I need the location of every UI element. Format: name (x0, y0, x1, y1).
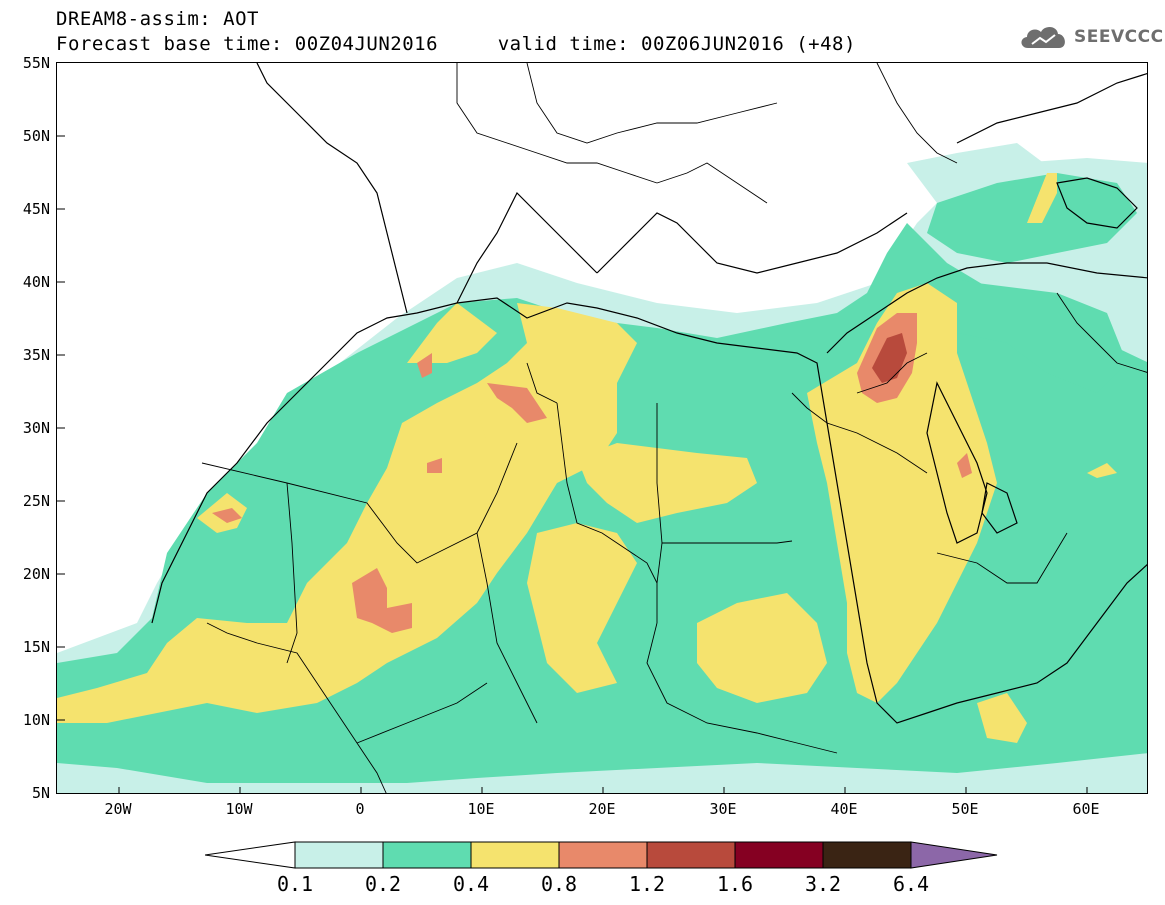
legend-swatch (294, 841, 384, 869)
aot-field (57, 63, 1147, 793)
logo-text: SEEVCCC (1074, 27, 1164, 47)
lat-label: 30N (22, 419, 50, 437)
coastlines (151, 63, 1147, 724)
lat-label: 45N (22, 200, 50, 218)
legend-label: 0.2 (364, 872, 402, 896)
legend-swatch (382, 841, 472, 869)
aot-band-0.4 (57, 173, 1117, 743)
lat-label: 10N (22, 711, 50, 729)
graticule-ticks (57, 135, 1088, 793)
seevccc-logo: SEEVCCC (1018, 22, 1164, 52)
lon-label: 10E (467, 800, 495, 818)
lat-label: 5N (31, 784, 50, 802)
lat-label: 55N (22, 54, 50, 72)
legend-swatch (558, 841, 648, 869)
legend-swatch (646, 841, 736, 869)
color-legend (205, 841, 998, 869)
legend-swatch (734, 841, 824, 869)
legend-label: 0.4 (452, 872, 490, 896)
lat-label: 20N (22, 565, 50, 583)
lon-label: 0 (355, 800, 365, 818)
cloud-icon (1021, 26, 1065, 48)
lon-label: 50E (951, 800, 979, 818)
legend-label: 3.2 (804, 872, 842, 896)
legend-label: 0.8 (540, 872, 578, 896)
legend-arrow-high (910, 841, 998, 869)
lon-label: 40E (830, 800, 858, 818)
lat-label: 50N (22, 127, 50, 145)
legend-arrow-low (205, 841, 296, 869)
borders (201, 63, 1147, 793)
lon-label: 20E (588, 800, 616, 818)
legend-label: 6.4 (892, 872, 930, 896)
lat-label: 40N (22, 273, 50, 291)
aot-map (56, 62, 1148, 794)
legend-swatch (470, 841, 560, 869)
forecast-times: Forecast base time: 00Z04JUN2016 valid t… (56, 33, 856, 55)
legend-label: 1.6 (716, 872, 754, 896)
lon-label: 10W (225, 800, 253, 818)
legend-label: 0.1 (276, 872, 314, 896)
lat-label: 15N (22, 638, 50, 656)
lat-label: 35N (22, 346, 50, 364)
aot-band-1.2 (872, 333, 907, 383)
map-title: DREAM8-assim: AOT (56, 8, 259, 30)
lon-label: 30E (709, 800, 737, 818)
lon-label: 60E (1072, 800, 1100, 818)
legend-label: 1.2 (628, 872, 666, 896)
lat-label: 25N (22, 492, 50, 510)
legend-swatch (822, 841, 912, 869)
lon-label: 20W (104, 800, 132, 818)
